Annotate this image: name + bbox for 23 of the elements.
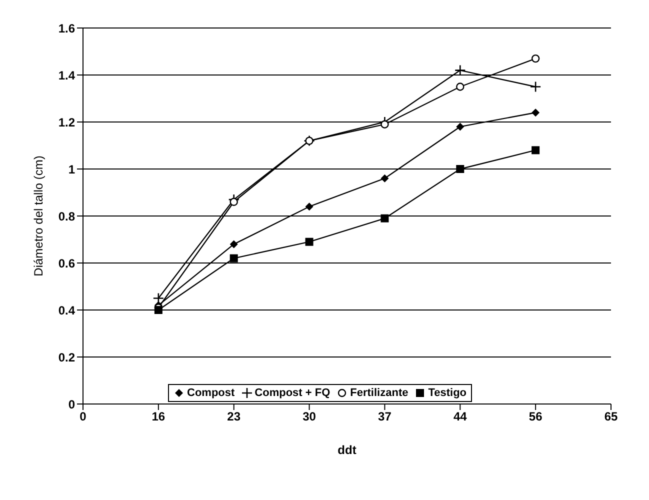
x-tick-label: 56 [528,410,543,424]
x-tick-label: 65 [604,410,618,424]
x-axis-title: ddt [338,443,356,457]
y-axis-title: Diámetro del tallo (cm) [31,156,46,276]
x-tick-label: 44 [453,410,468,424]
legend-label: Compost [186,387,235,399]
legend-label: Fertilizante [349,387,408,399]
x-tick-label: 16 [152,410,166,424]
legend-label: Compost + FQ [254,387,330,399]
y-tick-label: 0 [68,397,76,412]
y-tick-label: 1.6 [58,21,76,36]
y-tick-label: 0.6 [58,256,76,270]
x-tick-label: 23 [227,410,241,424]
x-tick-label: 37 [378,410,392,424]
y-tick-label: 0.2 [58,350,76,364]
y-tick-label: 0.8 [58,209,76,224]
y-tick-label: 0.4 [58,303,76,318]
y-tick-label: 1.2 [58,115,76,130]
y-tick-label: 1.4 [58,68,76,82]
x-tick-label: 30 [302,410,316,424]
x-tick-label: 0 [80,410,87,424]
y-tick-label: 1 [68,162,76,176]
legend-label: Testigo [427,387,467,399]
